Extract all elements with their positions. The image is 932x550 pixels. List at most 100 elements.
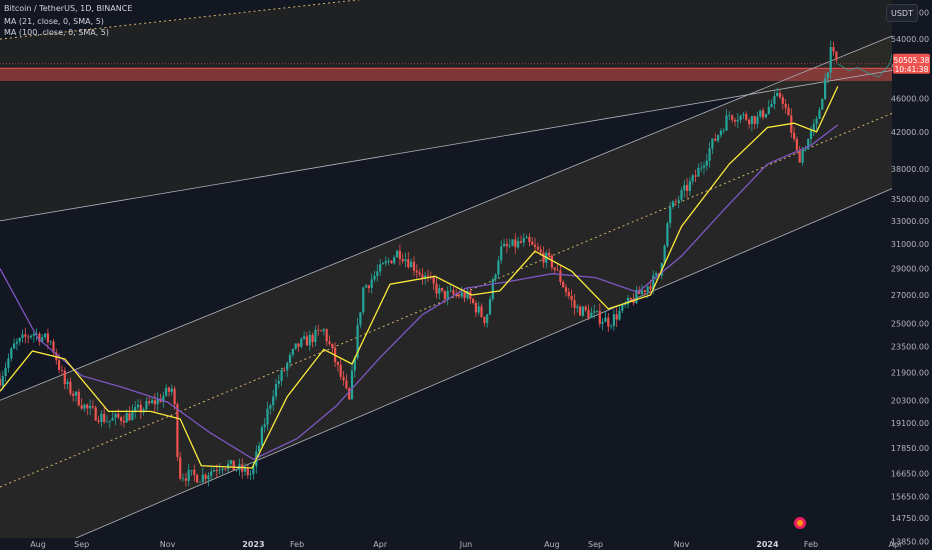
y-tick-label: 17850.00 xyxy=(891,444,929,453)
candle-body xyxy=(184,478,187,481)
y-tick-label: 35000.00 xyxy=(891,195,929,204)
candle-body xyxy=(474,303,477,313)
candle-body xyxy=(655,273,658,276)
candle-body xyxy=(260,427,263,446)
candle-body xyxy=(542,252,545,263)
candle-body xyxy=(483,316,486,323)
x-tick-label: Sep xyxy=(74,540,89,549)
candle-body xyxy=(688,181,691,191)
candle-body xyxy=(367,285,370,288)
candle-body xyxy=(21,334,24,338)
y-tick-label: 27000.00 xyxy=(891,291,929,300)
candle-body xyxy=(486,314,489,324)
candle-body xyxy=(728,115,731,117)
current-price-badge[interactable] xyxy=(893,53,930,74)
price-axis-background[interactable] xyxy=(892,0,932,550)
candle-body xyxy=(325,329,328,342)
candle-body xyxy=(640,290,644,294)
resistance-zone[interactable] xyxy=(0,68,892,81)
candle-body xyxy=(446,291,449,299)
candle-body xyxy=(10,348,13,359)
candle-body xyxy=(787,107,790,116)
candle-body xyxy=(339,364,342,377)
candle-body xyxy=(370,279,373,288)
candle-body xyxy=(266,408,269,425)
y-tick-label: 23500.00 xyxy=(891,342,929,351)
candle-body xyxy=(342,376,345,381)
y-tick-label: 29000.00 xyxy=(891,265,929,274)
candle-body xyxy=(317,329,320,331)
candle-body xyxy=(753,116,756,124)
candle-body xyxy=(72,393,75,396)
candle-body xyxy=(117,413,120,418)
candle-body xyxy=(691,175,694,182)
legend-ma21[interactable]: MA (21, close, 0, SMA, 5) xyxy=(4,17,104,26)
candle-body xyxy=(807,139,810,150)
candle-body xyxy=(669,207,672,224)
projection-path[interactable] xyxy=(837,0,922,78)
currency-button[interactable]: USDT xyxy=(886,4,918,22)
candle-body xyxy=(663,246,666,263)
candle-body xyxy=(635,289,638,303)
candle-body xyxy=(243,468,247,472)
candle-body xyxy=(196,474,199,483)
candle-body xyxy=(626,298,630,305)
candle-body xyxy=(536,246,539,250)
candle-body xyxy=(722,130,725,132)
candle-body xyxy=(291,349,294,355)
candle-body xyxy=(733,119,737,122)
candle-body xyxy=(517,241,520,248)
x-tick-label: Nov xyxy=(674,540,690,549)
candle-body xyxy=(624,304,627,306)
candle-body xyxy=(165,387,168,396)
legend-symbol[interactable]: Bitcoin / TetherUS, 1D, BINANCE xyxy=(4,4,133,13)
candle-body xyxy=(311,334,314,343)
candle-body xyxy=(533,244,537,247)
candle-body xyxy=(170,388,173,392)
candle-body xyxy=(514,239,517,248)
candle-body xyxy=(201,474,204,482)
candle-body xyxy=(187,470,190,481)
candle-body xyxy=(63,370,66,385)
candle-body xyxy=(539,249,542,253)
candle-body xyxy=(424,275,427,279)
candle-body xyxy=(210,471,213,476)
channel-mid-dotted-line[interactable] xyxy=(0,100,923,488)
x-tick-label: Apr xyxy=(373,540,388,549)
channel-upper-line[interactable] xyxy=(0,23,923,401)
candle-body xyxy=(396,250,399,258)
candle-body xyxy=(0,379,2,386)
time-axis-background[interactable] xyxy=(0,538,892,550)
candle-body xyxy=(13,343,16,349)
candle-body xyxy=(697,167,700,177)
candle-body xyxy=(711,138,714,149)
candle-body xyxy=(505,243,508,247)
x-tick-label: Jun xyxy=(459,540,473,549)
candle-body xyxy=(725,115,728,131)
ma100-line[interactable] xyxy=(0,124,839,461)
candle-body xyxy=(148,401,151,404)
candle-body xyxy=(24,334,27,337)
candle-body xyxy=(376,271,379,276)
x-tick-label: Aug xyxy=(30,540,46,549)
candle-body xyxy=(469,291,472,299)
candle-body xyxy=(564,287,568,293)
channel-lower-line[interactable] xyxy=(0,175,923,550)
candle-body xyxy=(80,405,83,409)
candle-body xyxy=(294,343,297,349)
candle-body xyxy=(671,201,675,208)
long-trendline[interactable] xyxy=(0,64,923,222)
candle-body xyxy=(350,370,354,400)
candle-body xyxy=(793,132,796,139)
legend-ma100[interactable]: MA (100, close, 0, SMA, 5) xyxy=(4,28,110,37)
ma21-line[interactable] xyxy=(0,86,839,469)
candle-body xyxy=(322,329,325,332)
candle-body xyxy=(756,116,759,124)
candle-body xyxy=(52,341,55,353)
candle-body xyxy=(373,275,376,280)
y-tick-label: 15650.00 xyxy=(891,492,929,501)
candle-body xyxy=(29,335,33,338)
y-tick-label: 38000.00 xyxy=(891,165,929,174)
